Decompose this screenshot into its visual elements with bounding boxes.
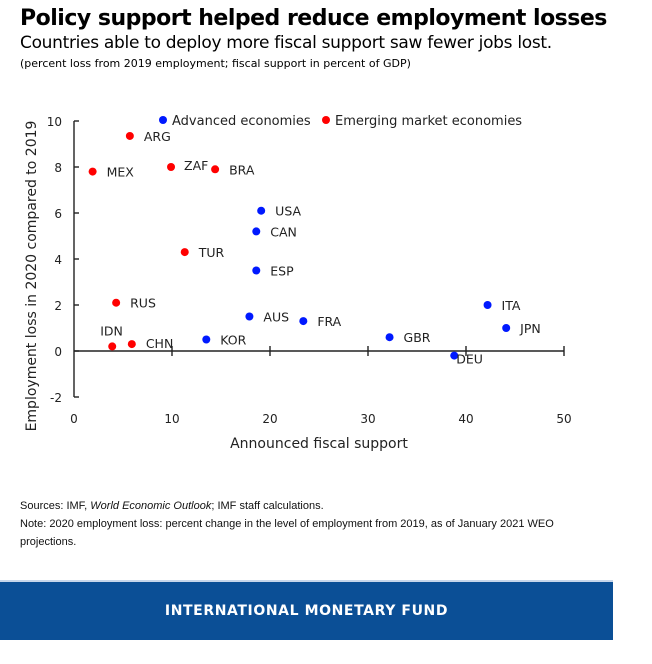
point-label-esp: ESP: [270, 264, 294, 279]
data-point-esp: [252, 266, 261, 275]
axes: -2 0 2 4 6 8 10 0 10 20 30 40 50: [47, 115, 572, 426]
scatter-chart: -2 0 2 4 6 8 10 0 10 20 30 40 50 Advanced economies E…: [24, 114, 572, 452]
banner-text: INTERNATIONAL MONETARY FUND: [164, 603, 449, 619]
y-axis-label: Employment loss in 2020 compared to 2019: [24, 121, 40, 432]
data-point-idn: [108, 342, 117, 351]
x-tick-label: 40: [458, 412, 473, 426]
point-label-mex: MEX: [107, 165, 135, 180]
y-tick-label: 0: [54, 345, 62, 359]
point-label-ita: ITA: [502, 298, 521, 313]
data-point-rus: [112, 298, 121, 307]
point-label-jpn: JPN: [519, 321, 541, 336]
point-label-bra: BRA: [229, 162, 255, 177]
imf-banner[interactable]: INTERNATIONAL MONETARY FUND: [0, 580, 613, 640]
point-label-fra: FRA: [317, 314, 341, 329]
point-label-gbr: GBR: [404, 330, 431, 345]
legend-marker: [322, 116, 330, 124]
x-tick-label: 10: [164, 412, 179, 426]
point-label-rus: RUS: [130, 296, 156, 311]
chart-subtitle: Countries able to deploy more fiscal sup…: [20, 33, 552, 53]
y-tick-label: 6: [54, 207, 62, 221]
y-tick-label: 4: [54, 253, 62, 267]
data-point-gbr: [385, 333, 394, 342]
point-label-tur: TUR: [198, 245, 225, 260]
point-label-usa: USA: [275, 204, 301, 219]
data-point-ita: [483, 301, 492, 309]
points: USA CAN ESP AUS FRA KOR GBR DEU ITA JPN ARG MEX ZAF B…: [88, 129, 541, 367]
sources-line: Sources: IMF, World Economic Outlook; IM…: [20, 500, 324, 512]
legend-label: Advanced economies: [172, 114, 311, 129]
data-point-tur: [180, 248, 189, 257]
legend-marker: [159, 116, 167, 124]
point-label-zaf: ZAF: [184, 158, 208, 173]
point-label-aus: AUS: [263, 310, 289, 325]
legend-label: Emerging market economies: [335, 114, 522, 129]
y-tick-label: 2: [54, 299, 62, 313]
chart-title: Policy support helped reduce employment …: [20, 6, 607, 31]
legend: Advanced economies Emerging market econom…: [159, 114, 522, 129]
data-point-arg: [125, 131, 134, 140]
point-label-idn: IDN: [100, 323, 123, 338]
data-point-zaf: [167, 163, 176, 171]
note-line: Note: 2020 employment loss: percent chan…: [20, 518, 554, 548]
point-label-deu: DEU: [456, 352, 483, 367]
notes: Sources: IMF, World Economic Outlook; IM…: [20, 497, 580, 551]
point-label-kor: KOR: [220, 333, 246, 348]
data-point-can: [252, 227, 261, 236]
data-point-bra: [211, 165, 220, 174]
chart-units: (percent loss from 2019 employment; fisc…: [20, 57, 411, 70]
data-point-deu: [450, 351, 459, 360]
point-label-can: CAN: [270, 224, 297, 239]
data-point-aus: [245, 312, 254, 321]
y-tick-label: -2: [50, 391, 62, 405]
y-tick-label: 8: [54, 161, 62, 175]
data-point-fra: [299, 317, 308, 326]
y-tick-label: 10: [47, 115, 62, 129]
data-point-jpn: [502, 324, 511, 332]
data-point-kor: [202, 335, 211, 344]
data-point-mex: [88, 167, 97, 176]
x-tick-label: 30: [360, 412, 375, 426]
x-tick-label: 0: [70, 412, 78, 426]
point-label-arg: ARG: [144, 129, 171, 144]
point-label-chn: CHN: [146, 336, 173, 351]
data-point-usa: [257, 206, 266, 215]
x-axis-label: Announced fiscal support: [230, 436, 408, 452]
data-point-chn: [127, 340, 136, 349]
x-tick-label: 20: [262, 412, 277, 426]
x-tick-label: 50: [556, 412, 571, 426]
